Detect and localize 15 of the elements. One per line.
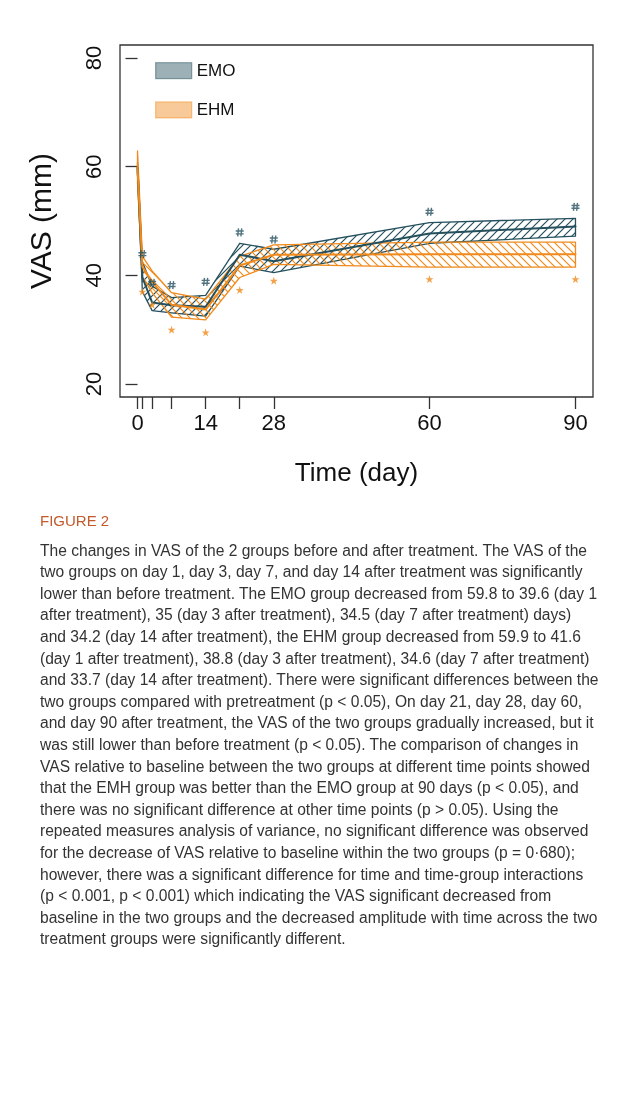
y-tick-label: 80 — [80, 45, 106, 71]
y-tick-label: 40 — [80, 263, 106, 288]
x-axis-title: Time (day) — [294, 457, 419, 487]
text: FIGURE 2 — [40, 511, 111, 531]
y-tick-label: 20 — [80, 371, 106, 397]
legend-label: EHM — [196, 100, 235, 120]
y-tick-label: 60 — [80, 154, 106, 179]
x-tick-label: 28 — [261, 409, 287, 435]
x-tick-label: 60 — [417, 409, 442, 435]
legend-label: EMO — [196, 61, 236, 81]
x-tick-label: 90 — [563, 409, 588, 435]
x-tick-label: 0 — [131, 409, 144, 435]
x-tick-label: 14 — [193, 409, 218, 435]
y-axis-title: VAS (mm) — [23, 152, 57, 290]
text: The changes in VAS of the 2 groups before and after treatment. The VAS of the two groups on day 1, day 3, day 7, and day 14 after treatment was significantly lower than before treatment. The EMO group decreased from 59.8 to 39.6 (day 1 after treatment), 35 (day 3 after treatment), 34.5 (day 7 after treatment) days) and 34.2 (day 14 after treatment), the EHM group decreased from 59.9 to 41.6 (day 1 after treatment), 38.8 (day 3 after treatment), 34.6 (day 7 after treatment) and 33.7 (day 14 after treatment). There were significant differences between the two groups compared with pretreatment (p < 0.05), On day 21, day 28, day 60, and day 90 after treatment, the VAS of the two groups gradually increased, but it was still lower than before treatment (p < 0.05). The comparison of changes in VAS relative to baseline between the two groups at different time points showed that the EMH group was better than the EMO group at 90 days (p < 0.05), and there was no significant difference at other time points (p > 0.05). Using the repeated measures analysis of variance, no significant difference was observed for the decrease of VAS relative to baseline within the two groups (p = 0·680); however, there was a significant difference for time and time-group interactions (p < 0.001, p < 0.001) which indicating the VAS significant decreased from baseline in the two groups and the decreased amplitude with time across the two treatment groups were significantly different. — [40, 541, 599, 948]
